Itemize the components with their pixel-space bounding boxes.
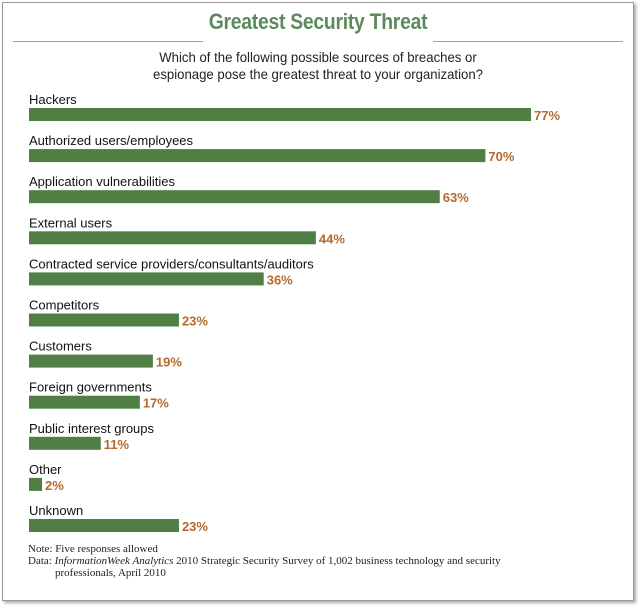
subtitle-line-1: Which of the following possible sources … (159, 49, 477, 65)
value-label: 17% (143, 396, 169, 411)
value-label: 19% (156, 355, 182, 370)
title-rule-right (433, 41, 623, 42)
chart-subtitle: Which of the following possible sources … (3, 49, 633, 83)
bar (29, 519, 179, 532)
category-label: Unknown (29, 503, 83, 518)
category-label: Foreign governments (29, 380, 152, 395)
note-text: Note: Five responses allowed (28, 543, 158, 555)
category-label: Other (29, 462, 62, 477)
value-label: 23% (182, 519, 208, 534)
category-label: Contracted service providers/consultants… (29, 256, 314, 271)
chart-title: Greatest Security Threat (208, 9, 428, 34)
category-label: Public interest groups (29, 421, 155, 436)
data-source-line-2: professionals, April 2010 (55, 567, 166, 579)
data-source: Data: InformationWeek Analytics 2010 Str… (28, 555, 608, 567)
bar (29, 354, 153, 368)
bar (29, 190, 440, 204)
category-label: Authorized users/employees (29, 133, 194, 148)
value-label: 2% (45, 478, 64, 493)
value-label: 44% (319, 231, 345, 246)
subtitle-line-2: espionage pose the greatest threat to yo… (153, 66, 483, 82)
bar (29, 231, 316, 245)
value-label: 23% (182, 314, 208, 329)
chart-notes: Note: Five responses allowed Data: Infor… (28, 543, 608, 579)
category-label: Competitors (29, 298, 100, 313)
data-source-prefix: Data: (28, 555, 55, 567)
category-label: External users (29, 215, 113, 230)
bar (29, 395, 140, 409)
bar (29, 272, 264, 286)
bar (29, 313, 179, 327)
category-label: Customers (29, 339, 92, 354)
title-rule-left (13, 41, 203, 42)
chart-frame: Greatest Security Threat Which of the fo… (2, 2, 634, 601)
bar (29, 149, 486, 163)
value-label: 77% (534, 108, 560, 123)
bar (29, 477, 43, 491)
data-source-publisher: InformationWeek Analytics (54, 555, 174, 567)
value-label: 63% (443, 190, 469, 205)
value-label: 11% (104, 437, 130, 452)
data-source-line-1: InformationWeek Analytics 2010 Strategic… (55, 555, 501, 567)
value-label: 36% (267, 272, 293, 287)
value-label: 70% (488, 149, 514, 164)
category-label: Application vulnerabilities (29, 174, 175, 189)
bar (29, 108, 532, 121)
category-label: Hackers (29, 92, 77, 107)
bar (29, 436, 101, 450)
data-source-rest: 2010 Strategic Security Survey of 1,002 … (173, 555, 501, 567)
